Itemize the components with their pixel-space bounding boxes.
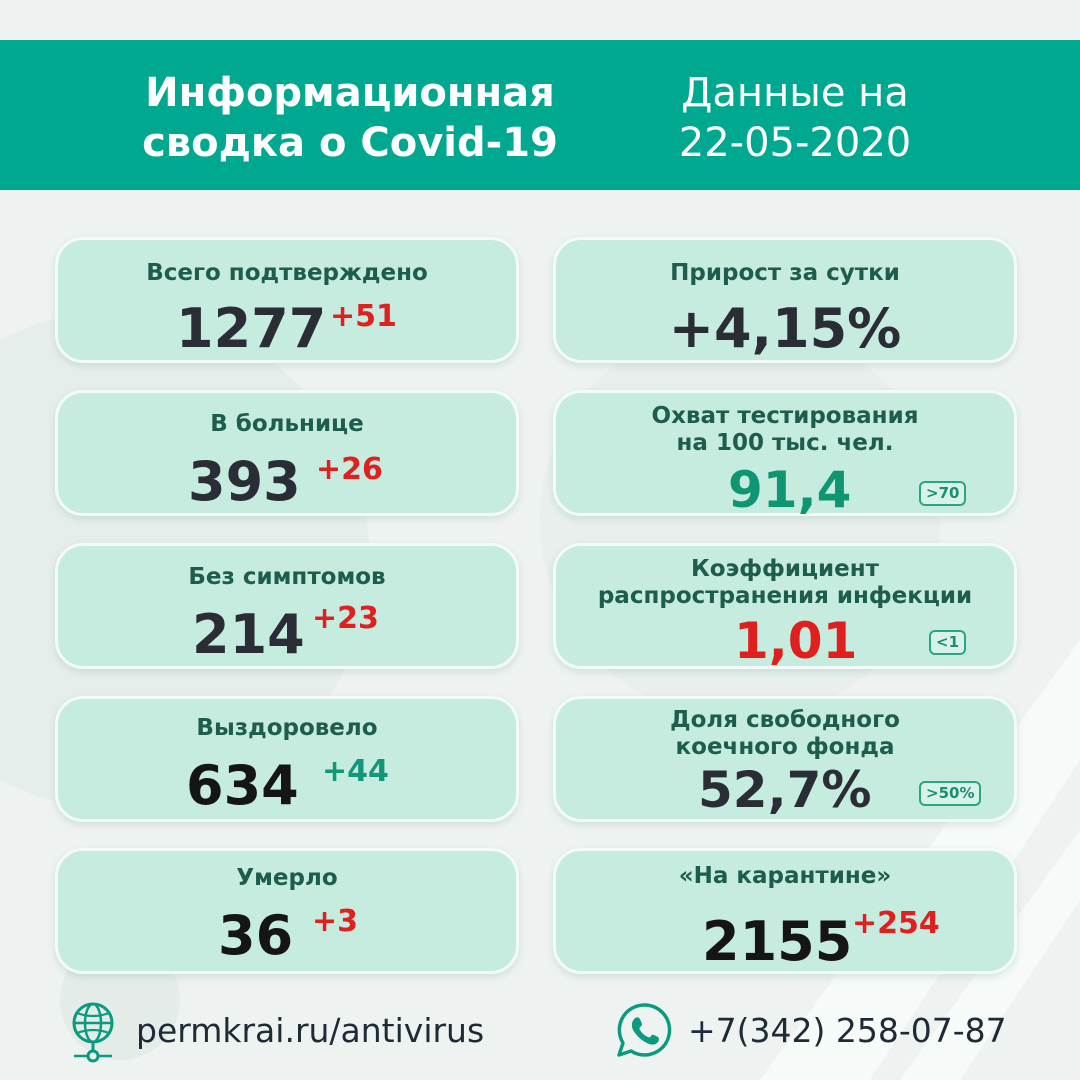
title-line-2: сводка о Covid-19 [142,120,558,166]
card-value: 1,01 [734,612,858,670]
card-value: 2155 [702,910,853,973]
card-title-line-2: коечного фонда [675,734,895,760]
card-title-line-1: Доля свободного [670,707,900,733]
card-asymptomatic: Без симптомов 214 +23 [55,543,519,669]
card-value: 393 [188,450,301,513]
whatsapp-phone-icon [614,1000,674,1064]
card-value: 214 [192,603,305,666]
header-banner: Информационная сводка о Covid-19 Данные … [0,40,1080,190]
card-delta: +3 [312,904,359,939]
card-value: 1277 [176,297,327,360]
card-title: В больнице [210,411,364,437]
target-badge: >50% [919,781,982,806]
card-title: Выздоровело [196,715,378,741]
card-title: Коэффициент распространения инфекции [556,556,1014,610]
title-line-1: Информационная [145,70,555,116]
card-delta: +254 [852,906,940,941]
card-title-line-1: Охват тестирования [651,403,919,429]
card-value: 91,4 [728,461,852,519]
card-delta: +44 [322,754,389,789]
card-title: Всего подтверждено [146,260,428,286]
card-delta: +26 [316,452,383,487]
card-free-beds: Доля свободного коечного фонда 52,7% >50… [553,696,1017,822]
card-infection-rate: Коэффициент распространения инфекции 1,0… [553,543,1017,669]
card-quarantine: «На карантине» 2155 +254 [553,848,1017,974]
card-title: Умерло [236,865,338,891]
target-badge: >70 [919,481,967,506]
card-title: Охват тестирования на 100 тыс. чел. [556,403,1014,457]
card-daily-growth: Прирост за сутки +4,15% [553,237,1017,363]
card-recovered: Выздоровело 634 +44 [55,696,519,822]
card-title: «На карантине» [678,863,892,889]
card-total-confirmed: Всего подтверждено 1277 +51 [55,237,519,363]
card-in-hospital: В больнице 393 +26 [55,390,519,516]
card-value: 634 [186,754,299,817]
card-delta: +23 [312,601,379,636]
card-value: +4,15% [668,297,902,360]
card-value: 52,7% [698,761,872,819]
globe-icon [70,1000,116,1068]
date-label: Данные на [681,70,909,116]
card-testing-coverage: Охват тестирования на 100 тыс. чел. 91,4… [553,390,1017,516]
date-value: 22-05-2020 [678,120,912,166]
card-title: Прирост за сутки [670,260,900,286]
card-title-line-2: распространения инфекции [597,583,973,609]
page-title: Информационная сводка о Covid-19 [100,68,600,168]
card-title: Без симптомов [188,564,386,590]
card-title-line-1: Коэффициент [691,556,879,582]
phone-number[interactable]: +7(342) 258-07-87 [688,1011,1007,1050]
card-delta: +51 [330,299,397,334]
card-title-line-2: на 100 тыс. чел. [676,430,894,456]
card-deaths: Умерло 36 +3 [55,848,519,974]
website-link[interactable]: permkrai.ru/antivirus [136,1011,485,1050]
card-title: Доля свободного коечного фонда [556,707,1014,761]
card-value: 36 [218,904,294,967]
report-date: Данные на 22-05-2020 [640,68,950,168]
target-badge: <1 [929,630,967,655]
